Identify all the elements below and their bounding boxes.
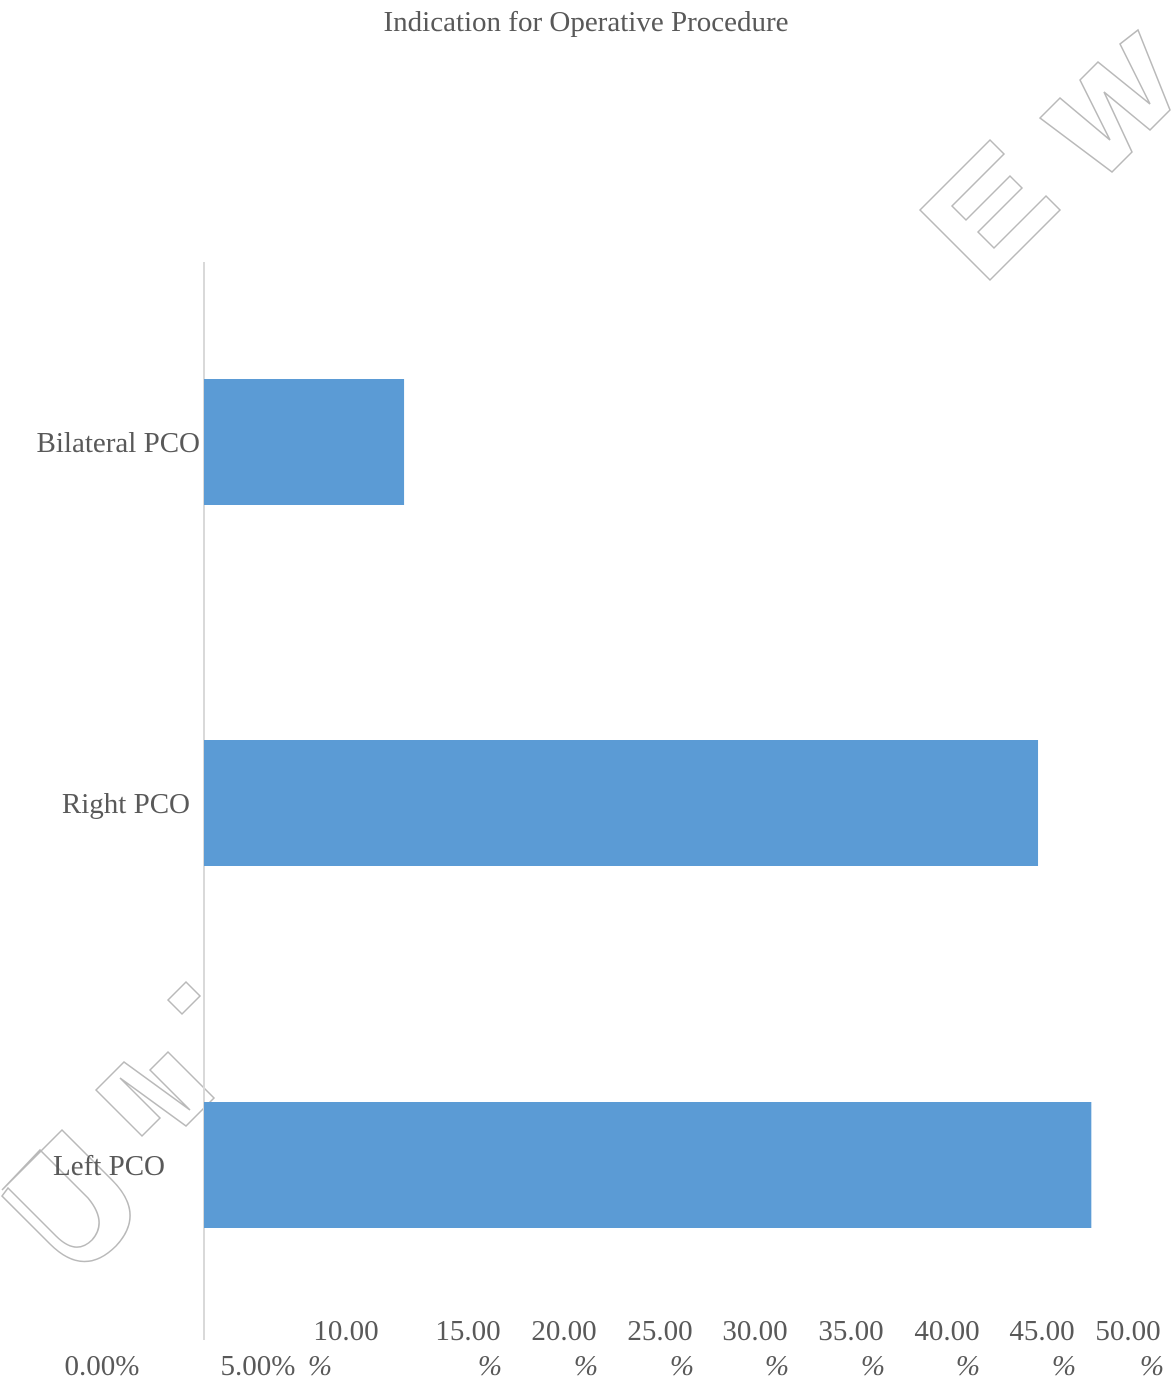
category-label-right-pco: Right PCO [62, 788, 190, 820]
x-tick-label: 10.00% [308, 1315, 379, 1382]
watermark-letter-e [918, 138, 1062, 282]
bar-bilateral-pco [204, 379, 405, 505]
x-tick-label: 0.00% [65, 1350, 140, 1382]
x-tick-label: 25.00% [627, 1315, 694, 1382]
x-tick-label: 20.00% [531, 1315, 598, 1382]
x-tick-label: 15.00% [435, 1315, 502, 1382]
watermark-letter-n [94, 1050, 216, 1138]
category-label-bilateral-pco: Bilateral PCO [36, 427, 200, 459]
watermark-letter-i [166, 980, 202, 1016]
chart-title: Indication for Operative Procedure [383, 6, 789, 38]
category-label-left-pco: Left PCO [53, 1150, 165, 1182]
bar-left-pco [204, 1102, 1092, 1228]
x-tick-label: 40.00% [914, 1315, 980, 1382]
x-tick-label: 5.00% [221, 1350, 296, 1382]
x-tick-label: 30.00% [722, 1315, 789, 1382]
watermark-letter-u [1, 1128, 131, 1263]
watermark-letter-w [1038, 28, 1171, 173]
bar-right-pco [204, 740, 1039, 866]
x-tick-label: 35.00% [818, 1315, 885, 1382]
watermark [1, 28, 1171, 1263]
x-tick-label: 45.00% [1009, 1315, 1076, 1382]
x-tick-label: 50.00% [1095, 1315, 1164, 1382]
